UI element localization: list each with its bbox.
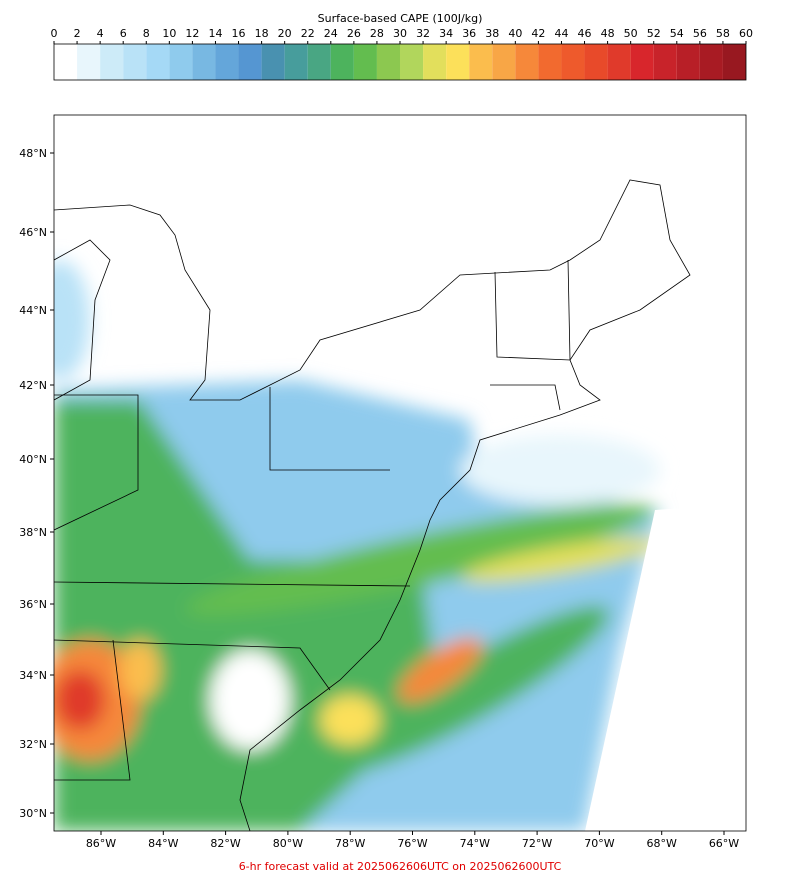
lat-label: 48°N <box>19 147 47 160</box>
colorbar-segment <box>100 44 124 80</box>
colorbar-segment <box>676 44 700 80</box>
colorbar-tick-label: 42 <box>531 27 545 40</box>
colorbar-tick-label: 28 <box>370 27 384 40</box>
colorbar-segment <box>584 44 608 80</box>
colorbar-tick-label: 50 <box>624 27 638 40</box>
lon-label: 68°W <box>647 837 677 850</box>
colorbar-tick-label: 0 <box>51 27 58 40</box>
colorbar-frame <box>53 43 747 81</box>
lat-label: 32°N <box>19 738 47 751</box>
colorbar-segment <box>261 44 285 80</box>
colorbar-segment <box>469 44 493 80</box>
lat-label: 46°N <box>19 226 47 239</box>
colorbar-segment <box>538 44 562 80</box>
lon-label: 82°W <box>210 837 240 850</box>
colorbar-segment <box>353 44 377 80</box>
colorbar-segment <box>630 44 654 80</box>
lon-label: 74°W <box>460 837 490 850</box>
lon-label: 66°W <box>709 837 739 850</box>
colorbar-segment <box>77 44 101 80</box>
colorbar-tick-label: 16 <box>232 27 246 40</box>
lon-label: 84°W <box>148 837 178 850</box>
colorbar-tick-label: 12 <box>185 27 199 40</box>
colorbar-segment <box>146 44 170 80</box>
colorbar-tick-label: 58 <box>716 27 730 40</box>
colorbar-tick-label: 52 <box>647 27 661 40</box>
colorbar-segment <box>561 44 585 80</box>
colorbar-segment <box>123 44 147 80</box>
lat-label: 30°N <box>19 807 47 820</box>
lon-label: 80°W <box>273 837 303 850</box>
colorbar-tick-label: 24 <box>324 27 338 40</box>
colorbar-tick-label: 32 <box>416 27 430 40</box>
colorbar-segment <box>722 44 746 80</box>
lon-label: 78°W <box>335 837 365 850</box>
colorbar-title: Surface-based CAPE (100J/kg) <box>318 12 483 25</box>
colorbar-tick-label: 60 <box>739 27 753 40</box>
colorbar-tick-label: 56 <box>693 27 707 40</box>
footer: 6-hr forecast valid at 2025062606UTC on … <box>239 860 562 873</box>
colorbar-segment <box>423 44 447 80</box>
colorbar-segment <box>653 44 677 80</box>
lat-label: 36°N <box>19 598 47 611</box>
map-frame <box>53 114 747 832</box>
colorbar-segment <box>284 44 308 80</box>
colorbar-segment <box>169 44 193 80</box>
colorbar-tick-label: 44 <box>554 27 568 40</box>
colorbar-tick-label: 2 <box>74 27 81 40</box>
colorbar: 0 2 4 6 8 10 12 14 16 18 20 22 24 26 28 30 32 34 36 38 40 42 4… <box>51 27 753 80</box>
colorbar-segment <box>376 44 400 80</box>
colorbar-tick-label: 10 <box>162 27 176 40</box>
colorbar-tick-label: 38 <box>485 27 499 40</box>
colorbar-tick-label: 26 <box>347 27 361 40</box>
lat-label: 40°N <box>19 453 47 466</box>
colorbar-segment <box>400 44 424 80</box>
colorbar-tick-label: 46 <box>578 27 592 40</box>
colorbar-tick-label: 20 <box>278 27 292 40</box>
lat-label: 34°N <box>19 669 47 682</box>
colorbar-tick-label: 18 <box>255 27 269 40</box>
colorbar-tick-label: 30 <box>393 27 407 40</box>
colorbar-tick-label: 22 <box>301 27 315 40</box>
colorbar-tick-label: 36 <box>462 27 476 40</box>
colorbar-tick-label: 8 <box>143 27 150 40</box>
cape-field <box>54 179 746 831</box>
colorbar-tick-label: 48 <box>601 27 615 40</box>
colorbar-segment <box>446 44 470 80</box>
colorbar-tick-label: 34 <box>439 27 453 40</box>
colorbar-segment <box>699 44 723 80</box>
lat-label: 42°N <box>19 379 47 392</box>
lon-label: 76°W <box>397 837 427 850</box>
colorbar-segment <box>607 44 631 80</box>
lat-label: 38°N <box>19 526 47 539</box>
lon-label: 70°W <box>584 837 614 850</box>
colorbar-tick-label: 4 <box>97 27 104 40</box>
colorbar-segment <box>192 44 216 80</box>
colorbar-segment <box>215 44 239 80</box>
colorbar-segment <box>515 44 539 80</box>
lat-label: 44°N <box>19 304 47 317</box>
colorbar-segment <box>492 44 516 80</box>
lon-label: 86°W <box>86 837 116 850</box>
colorbar-segment <box>54 44 78 80</box>
colorbar-tick-label: 54 <box>670 27 684 40</box>
graticule-labels: 48°N 46°N 44°N 42°N 40°N 38°N 36°N 34°N 32°N 30°N… <box>19 147 739 850</box>
colorbar-tick-label: 40 <box>508 27 522 40</box>
colorbar-tick-label: 6 <box>120 27 127 40</box>
colorbar-tick-label: 14 <box>208 27 222 40</box>
lon-label: 72°W <box>522 837 552 850</box>
colorbar-segment <box>307 44 331 80</box>
colorbar-segment <box>238 44 262 80</box>
colorbar-segment <box>330 44 354 80</box>
